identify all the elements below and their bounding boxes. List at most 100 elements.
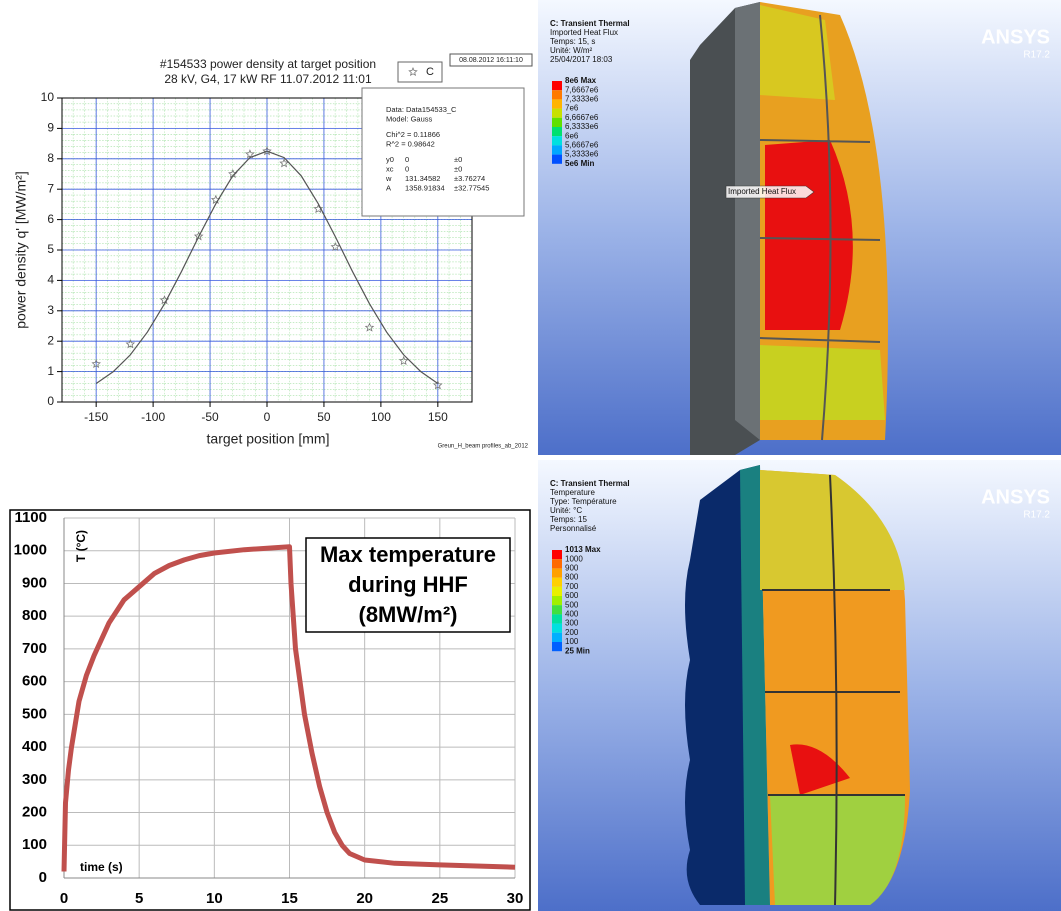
y-tick-label: 3 <box>47 303 54 317</box>
y-tick-label: 0 <box>39 869 47 886</box>
legend-swatch <box>552 118 562 127</box>
fit-text: R^2 = 0.98642 <box>386 139 435 148</box>
header-line: Temps: 15, s <box>550 37 595 46</box>
legend-label: 7e6 <box>565 104 579 113</box>
header-line: Unité: °C <box>550 506 582 515</box>
legend-swatch <box>552 633 562 642</box>
y-axis-label: power density q' [MW/m²] <box>13 171 29 329</box>
chart-subtitle: 28 kV, G4, 17 kW RF 11.07.2012 11:01 <box>164 72 372 86</box>
fit-text: 131.34582 <box>405 174 440 183</box>
legend-label: 6,6667e6 <box>565 113 599 122</box>
legend-swatch <box>552 642 562 651</box>
legend-label: 1000 <box>565 554 583 563</box>
legend-swatch <box>552 155 562 164</box>
y-tick-label: 4 <box>47 273 54 287</box>
legend-swatch <box>552 568 562 577</box>
y-tick-label: 7 <box>47 181 54 195</box>
header-line: Imported Heat Flux <box>550 28 618 37</box>
legend-swatch <box>552 81 562 90</box>
x-tick-label: 150 <box>428 410 448 424</box>
fit-text: ±0 <box>454 164 462 173</box>
header-line: Temps: 15 <box>550 515 587 524</box>
y-tick-label: 900 <box>22 574 47 591</box>
legend-label: 8e6 Max <box>565 76 597 85</box>
legend-swatch <box>552 587 562 596</box>
legend-label: 900 <box>565 564 579 573</box>
header-line: Temperature <box>550 488 595 497</box>
y-axis-label: T (°C) <box>74 530 88 562</box>
legend-swatch <box>552 550 562 559</box>
legend-label: 1013 Max <box>565 545 601 554</box>
x-tick-label: -100 <box>141 410 165 424</box>
legend-box <box>398 62 442 82</box>
legend-swatch <box>552 578 562 587</box>
x-tick-label: -50 <box>201 410 219 424</box>
x-tick-label: 0 <box>264 410 271 424</box>
face-yellow <box>760 345 885 420</box>
annotation-text: Max temperature <box>320 542 496 567</box>
fit-text: Model: Gauss <box>386 114 433 123</box>
x-tick-label: 0 <box>60 890 68 907</box>
header-line: C: Transient Thermal <box>550 19 630 28</box>
y-tick-label: 100 <box>22 836 47 853</box>
x-axis-label: target position [mm] <box>207 431 330 447</box>
legend-swatch <box>552 127 562 136</box>
version: R17.2 <box>1023 50 1050 61</box>
x-tick-label: 25 <box>431 890 448 907</box>
legend-label: C <box>426 66 434 78</box>
legend-label: 7,3333e6 <box>565 95 599 104</box>
y-tick-label: 10 <box>41 90 55 104</box>
brand: ANSYS <box>981 486 1050 508</box>
legend-label: 400 <box>565 610 579 619</box>
legend-label: 25 Min <box>565 646 590 655</box>
legend-swatch <box>552 624 562 633</box>
fit-text: A <box>386 183 391 192</box>
legend-label: 100 <box>565 637 579 646</box>
fit-text: 0 <box>405 155 409 164</box>
y-tick-label: 600 <box>22 673 47 690</box>
header-line: Unité: W/m² <box>550 46 593 55</box>
legend-label: 600 <box>565 591 579 600</box>
fit-text: ±0 <box>454 155 462 164</box>
legend-swatch <box>552 109 562 118</box>
legend-label: 7,6667e6 <box>565 85 599 94</box>
legend-label: 700 <box>565 582 579 591</box>
x-tick-label: 15 <box>281 890 298 907</box>
y-tick-label: 500 <box>22 705 47 722</box>
annotation-text: during HHF <box>348 572 468 597</box>
fit-text: 1358.91834 <box>405 183 445 192</box>
brand: ANSYS <box>981 26 1050 48</box>
y-tick-label: 6 <box>47 212 54 226</box>
timestamp: 08.08.2012 16:11:10 <box>459 57 523 64</box>
legend-label: 5e6 Min <box>565 159 594 168</box>
x-tick-label: 10 <box>206 890 223 907</box>
y-tick-label: 700 <box>22 640 47 657</box>
legend-swatch <box>552 145 562 154</box>
legend-label: 6,3333e6 <box>565 122 599 131</box>
y-tick-label: 5 <box>47 242 54 256</box>
fit-text: ±3.76274 <box>454 174 485 183</box>
fit-text: Chi^2 = 0.11866 <box>386 130 440 139</box>
y-tick-label: 400 <box>22 738 47 755</box>
legend-swatch <box>552 136 562 145</box>
x-tick-label: 5 <box>135 890 143 907</box>
x-tick-label: 50 <box>317 410 331 424</box>
body-side <box>735 2 760 440</box>
version: R17.2 <box>1023 510 1050 521</box>
header-line: Type: Température <box>550 497 617 506</box>
header-line: Personnalisé <box>550 524 597 533</box>
fit-text: xc <box>386 164 394 173</box>
footer: Greun_H_beam profiles_ab_2012 <box>438 444 529 450</box>
y-tick-label: 1000 <box>14 542 47 559</box>
y-tick-label: 8 <box>47 151 54 165</box>
legend-swatch <box>552 596 562 605</box>
figure: C: Transient ThermalImported Heat FluxTe… <box>0 0 1061 911</box>
legend-label: 300 <box>565 619 579 628</box>
annotation-text: (8MW/m²) <box>359 602 458 627</box>
fit-text: w <box>385 174 392 183</box>
y-tick-label: 200 <box>22 804 47 821</box>
fit-text: y0 <box>386 155 394 164</box>
y-tick-label: 2 <box>47 333 54 347</box>
